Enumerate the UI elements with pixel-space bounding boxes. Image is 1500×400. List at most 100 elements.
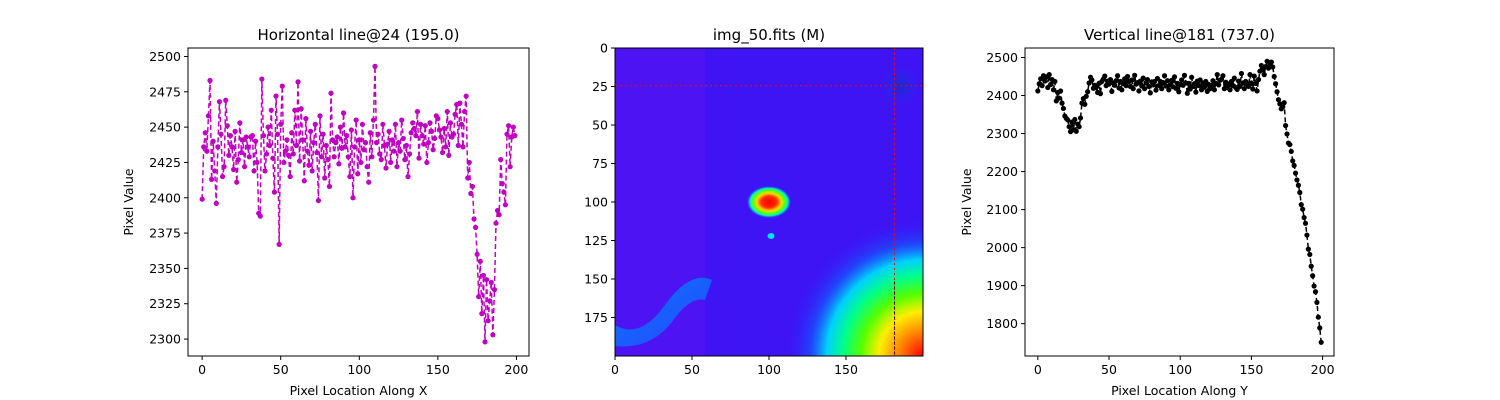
vertical-profile-point (1315, 314, 1321, 320)
horizontal-profile-xlabel: Pixel Location Along X (290, 383, 428, 398)
vertical-profile-point (1282, 122, 1289, 129)
horizontal-profile-point (208, 176, 215, 182)
horizontal-profile-point (237, 120, 243, 126)
horizontal-profile-xtick-label: 150 (426, 362, 450, 377)
image-heatmap (615, 48, 923, 356)
horizontal-profile-point (402, 157, 408, 163)
horizontal-profile-point (499, 181, 505, 187)
vertical-profile-point (1146, 83, 1152, 89)
vertical-profile-point (1083, 93, 1089, 99)
horizontal-profile-point (477, 258, 483, 264)
horizontal-profile-ytick-label: 2375 (149, 226, 181, 241)
horizontal-profile-point (457, 100, 463, 106)
horizontal-profile-point (361, 147, 367, 153)
horizontal-profile-point (430, 147, 436, 153)
horizontal-profile-point (380, 121, 386, 127)
vertical-profile-point (1136, 88, 1142, 94)
vertical-profile-point (1228, 78, 1235, 85)
vertical-profile-point (1196, 83, 1202, 89)
horizontal-profile-point (331, 154, 337, 160)
horizontal-profile-point (318, 154, 325, 160)
horizontal-profile-point (241, 164, 248, 170)
image-ytick-label: 25 (592, 79, 608, 94)
vertical-profile-xticks: 0 50 100 150 200 (1034, 356, 1335, 377)
vertical-profile-point (1268, 59, 1274, 65)
vertical-profile-point (1261, 72, 1267, 78)
vertical-profile-point (1060, 105, 1067, 112)
vertical-profile-xtick-label: 0 (1034, 362, 1042, 377)
image-ytick-label: 0 (600, 41, 608, 56)
vertical-profile-point (1119, 87, 1125, 93)
vertical-profile-point (1164, 78, 1170, 84)
horizontal-profile-point (436, 127, 443, 133)
horizontal-profile-point (215, 144, 221, 150)
vertical-profile-point (1153, 87, 1159, 93)
horizontal-profile-point (378, 157, 384, 163)
horizontal-profile-point (235, 157, 241, 163)
horizontal-profile-ylabel: Pixel Value (121, 168, 136, 236)
horizontal-profile-point (254, 159, 260, 166)
horizontal-profile-point (276, 241, 282, 247)
vertical-profile-point (1287, 141, 1293, 148)
vertical-profile-point (1302, 220, 1309, 226)
horizontal-profile-point (320, 131, 326, 137)
vertical-profile-point (1247, 72, 1253, 78)
horizontal-profile-point (405, 173, 411, 180)
horizontal-profile-point (384, 141, 391, 147)
vertical-profile-point (1310, 273, 1316, 279)
image-xtick-label: 100 (757, 362, 781, 377)
horizontal-profile-point (337, 124, 344, 130)
horizontal-profile-point (245, 144, 251, 150)
horizontal-profile-point (408, 130, 414, 136)
image-faint-source (767, 233, 775, 239)
vertical-profile-point (1132, 72, 1138, 78)
vertical-profile-axes-frame (1024, 47, 1335, 357)
horizontal-profile-point (364, 164, 370, 170)
image-xtick-label: 150 (834, 362, 858, 377)
horizontal-profile-point (285, 152, 292, 158)
vertical-profile-point (1227, 87, 1233, 93)
vertical-profile-point (1109, 88, 1115, 94)
horizontal-profile-point (432, 135, 438, 142)
horizontal-profile-point (274, 131, 281, 137)
vertical-profile-point (1281, 100, 1287, 106)
horizontal-profile-point (386, 128, 392, 134)
horizontal-profile-point (441, 125, 447, 132)
horizontal-profile-point (469, 183, 476, 190)
horizontal-profile-point (447, 120, 454, 126)
horizontal-profile-point (204, 148, 210, 154)
horizontal-profile-point (466, 159, 472, 166)
vertical-profile-point (1058, 88, 1064, 94)
horizontal-profile-point (229, 144, 235, 150)
horizontal-profile-point (414, 108, 421, 115)
horizontal-profile-point (323, 142, 329, 149)
horizontal-profile-point (221, 164, 227, 170)
horizontal-profile-point (292, 107, 298, 113)
horizontal-profile-point (460, 144, 466, 150)
vertical-profile-point (1160, 80, 1166, 86)
horizontal-profile-point (510, 124, 516, 130)
horizontal-profile-point (350, 195, 356, 201)
image-diagonal-band (615, 277, 712, 347)
horizontal-profile-point (472, 224, 479, 231)
horizontal-profile-point (205, 113, 212, 119)
vertical-profile-point (1042, 78, 1048, 84)
vertical-profile-point (1161, 73, 1168, 79)
image-xtick-label: 0 (611, 362, 619, 377)
horizontal-profile-point (304, 148, 311, 154)
image-vignette (615, 48, 705, 356)
vertical-profile-point (1093, 84, 1099, 91)
vertical-profile-point (1264, 58, 1270, 64)
vertical-profile-point (1163, 83, 1169, 89)
horizontal-profile-point (471, 216, 477, 222)
horizontal-profile-point (419, 133, 425, 139)
horizontal-profile-point (273, 93, 279, 99)
horizontal-profile-point (417, 121, 424, 127)
horizontal-profile-point (496, 212, 502, 218)
vertical-profile-point (1258, 62, 1264, 69)
vertical-profile-point (1142, 86, 1148, 92)
horizontal-profile-point (306, 162, 312, 168)
vertical-profile-ytick-label: 2100 (986, 202, 1018, 217)
vertical-profile-point (1179, 77, 1185, 83)
